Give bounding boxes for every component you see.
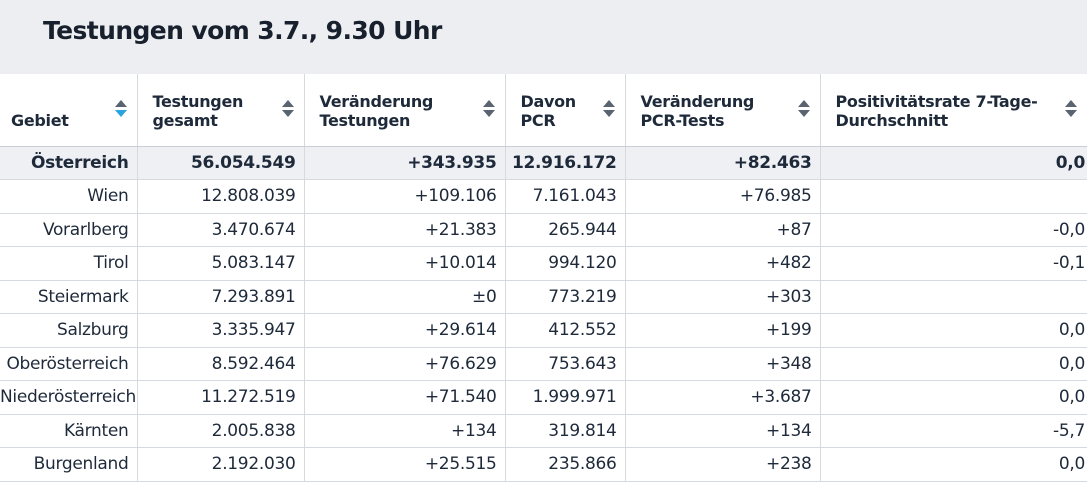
cell-gebiet: Wien bbox=[0, 179, 138, 214]
cell-gesamt: 2.005.838 bbox=[137, 414, 305, 448]
cell-veraenderung-pcr: +238 bbox=[625, 447, 821, 482]
cell-gesamt: 2.192.030 bbox=[137, 447, 305, 482]
cell-positivitaet bbox=[820, 179, 1087, 214]
cell-gesamt: 3.470.674 bbox=[137, 213, 305, 247]
cell-positivitaet: 0,0 bbox=[820, 447, 1087, 482]
cell-veraenderung-pcr: +348 bbox=[625, 347, 821, 381]
cell-veraenderung: +76.629 bbox=[304, 347, 506, 381]
cell-veraenderung-pcr: +3.687 bbox=[625, 380, 821, 415]
sort-arrows-icon[interactable] bbox=[482, 100, 495, 118]
cell-veraenderung: +343.935 bbox=[304, 146, 506, 180]
column-header-label: Davon PCR bbox=[520, 91, 577, 130]
cell-veraenderung: ±0 bbox=[304, 280, 506, 314]
cell-pcr: 12.916.172 bbox=[505, 146, 626, 180]
cell-pcr: 319.814 bbox=[505, 414, 626, 448]
sort-arrows-icon[interactable] bbox=[797, 100, 810, 118]
cell-gebiet: Oberösterreich bbox=[0, 347, 138, 381]
cell-positivitaet: 0,0 bbox=[820, 146, 1087, 180]
column-header-veraenderung-testungen[interactable]: Veränderung Testungen bbox=[304, 74, 506, 147]
table-row: Kärnten 2.005.838 +134 319.814 +134 -5,7 bbox=[0, 414, 1087, 448]
cell-veraenderung: +71.540 bbox=[304, 380, 506, 415]
table-row: Steiermark 7.293.891 ±0 773.219 +303 bbox=[0, 280, 1087, 314]
cell-pcr: 753.643 bbox=[505, 347, 626, 381]
table-row: Wien 12.808.039 +109.106 7.161.043 +76.9… bbox=[0, 179, 1087, 214]
sort-arrows-icon[interactable] bbox=[281, 100, 294, 118]
cell-positivitaet bbox=[820, 280, 1087, 314]
cell-gebiet: Niederösterreich bbox=[0, 380, 138, 415]
cell-positivitaet: -0,1 bbox=[820, 246, 1087, 281]
cell-gebiet: Österreich bbox=[0, 146, 138, 180]
cell-veraenderung: +25.515 bbox=[304, 447, 506, 482]
cell-veraenderung-pcr: +76.985 bbox=[625, 179, 821, 214]
sort-arrows-icon[interactable] bbox=[1065, 100, 1077, 118]
cell-positivitaet: -0,0 bbox=[820, 213, 1087, 247]
sort-arrows-icon[interactable] bbox=[114, 100, 127, 118]
cell-gebiet: Vorarlberg bbox=[0, 213, 138, 247]
page-title: Testungen vom 3.7., 9.30 Uhr bbox=[43, 16, 442, 45]
cell-veraenderung-pcr: +134 bbox=[625, 414, 821, 448]
table-row: Oberösterreich 8.592.464 +76.629 753.643… bbox=[0, 347, 1087, 381]
testing-table: Gebiet Testungen gesamt Veränderung Test… bbox=[0, 74, 1087, 482]
cell-veraenderung: +134 bbox=[304, 414, 506, 448]
cell-gesamt: 12.808.039 bbox=[137, 179, 305, 214]
cell-veraenderung-pcr: +82.463 bbox=[625, 146, 821, 180]
cell-positivitaet: 0,0 bbox=[820, 347, 1087, 381]
column-header-label: Veränderung PCR-Tests bbox=[640, 91, 755, 130]
cell-veraenderung-pcr: +482 bbox=[625, 246, 821, 281]
cell-gesamt: 11.272.519 bbox=[137, 380, 305, 415]
column-header-label: Gebiet bbox=[11, 110, 69, 130]
cell-pcr: 994.120 bbox=[505, 246, 626, 281]
sort-arrows-icon[interactable] bbox=[602, 100, 615, 118]
cell-veraenderung: +21.383 bbox=[304, 213, 506, 247]
column-header-veraenderung-pcr[interactable]: Veränderung PCR-Tests bbox=[625, 74, 821, 147]
column-header-davon-pcr[interactable]: Davon PCR bbox=[505, 74, 626, 147]
cell-gebiet: Salzburg bbox=[0, 313, 138, 348]
cell-veraenderung-pcr: +199 bbox=[625, 313, 821, 348]
cell-gesamt: 8.592.464 bbox=[137, 347, 305, 381]
column-header-positivitaetsrate[interactable]: Positivitätsrate 7-Tage-Durchschnitt bbox=[820, 74, 1087, 147]
column-header-label: Veränderung Testungen bbox=[319, 91, 434, 130]
column-header-testungen-gesamt[interactable]: Testungen gesamt bbox=[137, 74, 305, 147]
cell-gebiet: Steiermark bbox=[0, 280, 138, 314]
cell-gebiet: Burgenland bbox=[0, 447, 138, 482]
cell-gebiet: Kärnten bbox=[0, 414, 138, 448]
cell-pcr: 7.161.043 bbox=[505, 179, 626, 214]
column-header-label: Positivitätsrate 7-Tage-Durchschnitt bbox=[835, 91, 1038, 130]
cell-veraenderung: +10.014 bbox=[304, 246, 506, 281]
table-row: Niederösterreich 11.272.519 +71.540 1.99… bbox=[0, 380, 1087, 415]
table-row-total: Österreich 56.054.549 +343.935 12.916.17… bbox=[0, 146, 1087, 180]
table-header-row: Gebiet Testungen gesamt Veränderung Test… bbox=[0, 74, 1087, 147]
cell-pcr: 235.866 bbox=[505, 447, 626, 482]
cell-pcr: 773.219 bbox=[505, 280, 626, 314]
cell-pcr: 412.552 bbox=[505, 313, 626, 348]
column-header-label: Testungen gesamt bbox=[152, 91, 244, 130]
cell-veraenderung-pcr: +87 bbox=[625, 213, 821, 247]
cell-pcr: 1.999.971 bbox=[505, 380, 626, 415]
cell-gebiet: Tirol bbox=[0, 246, 138, 281]
cell-gesamt: 3.335.947 bbox=[137, 313, 305, 348]
cell-positivitaet: 0,0 bbox=[820, 313, 1087, 348]
column-header-gebiet[interactable]: Gebiet bbox=[0, 74, 138, 147]
cell-pcr: 265.944 bbox=[505, 213, 626, 247]
cell-veraenderung: +29.614 bbox=[304, 313, 506, 348]
cell-gesamt: 7.293.891 bbox=[137, 280, 305, 314]
cell-positivitaet: -5,7 bbox=[820, 414, 1087, 448]
cell-veraenderung: +109.106 bbox=[304, 179, 506, 214]
cell-veraenderung-pcr: +303 bbox=[625, 280, 821, 314]
cell-positivitaet: 0,0 bbox=[820, 380, 1087, 415]
table-row: Vorarlberg 3.470.674 +21.383 265.944 +87… bbox=[0, 213, 1087, 247]
cell-gesamt: 56.054.549 bbox=[137, 146, 305, 180]
table-row: Salzburg 3.335.947 +29.614 412.552 +199 … bbox=[0, 313, 1087, 348]
table-row: Burgenland 2.192.030 +25.515 235.866 +23… bbox=[0, 447, 1087, 482]
table-row: Tirol 5.083.147 +10.014 994.120 +482 -0,… bbox=[0, 246, 1087, 281]
cell-gesamt: 5.083.147 bbox=[137, 246, 305, 281]
title-bar: Testungen vom 3.7., 9.30 Uhr bbox=[0, 0, 1087, 74]
